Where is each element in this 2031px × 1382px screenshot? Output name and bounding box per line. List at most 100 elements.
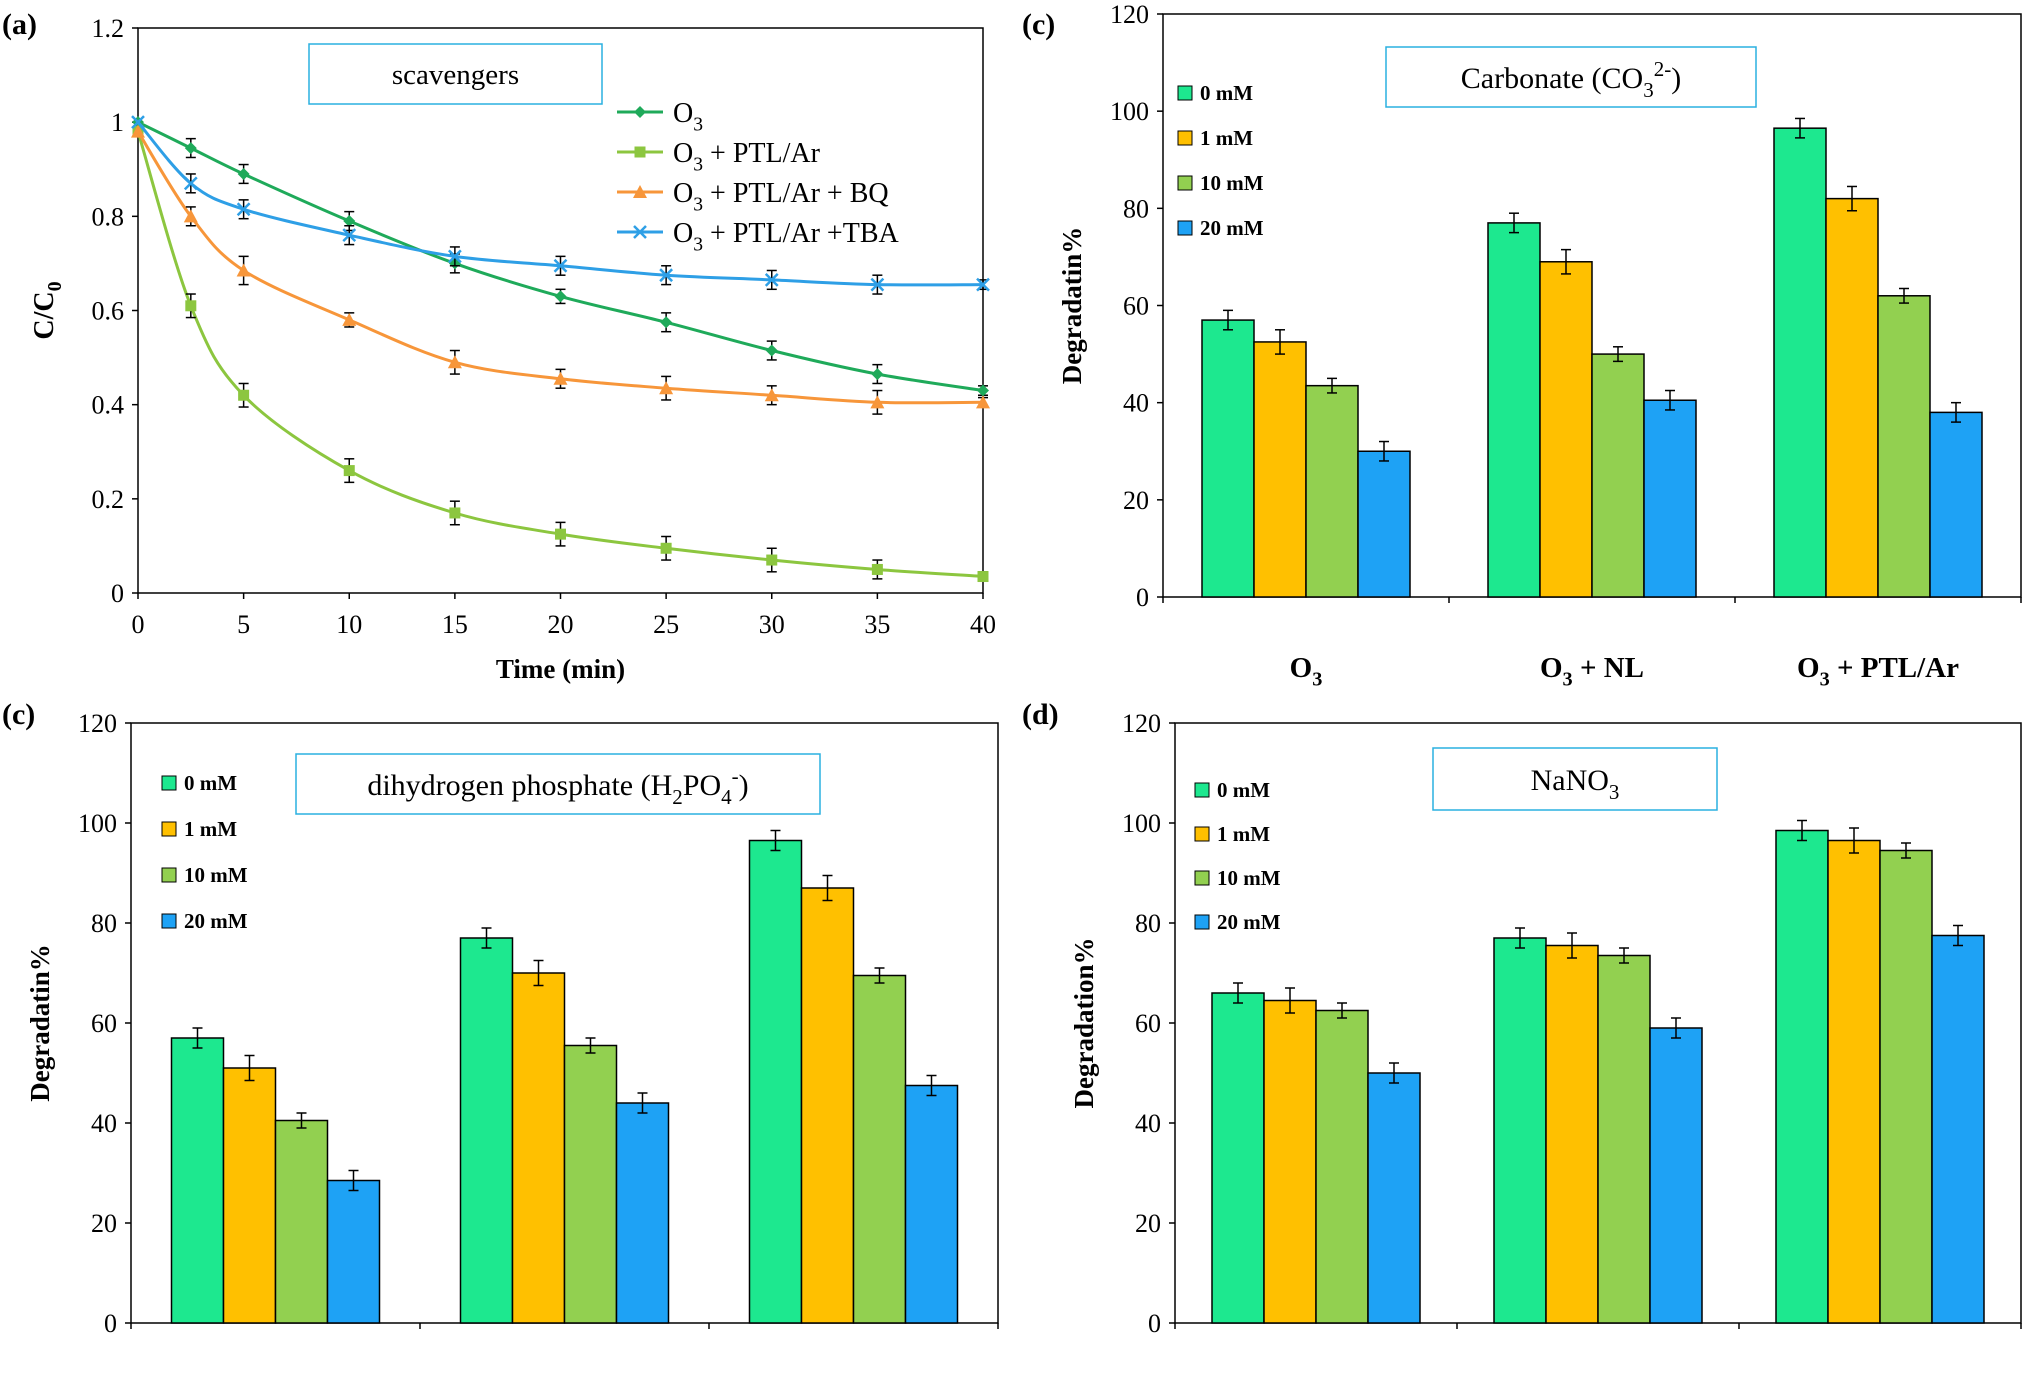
legend-label: O3 + PTL/Ar +TBA — [673, 218, 899, 255]
data-point — [343, 465, 355, 477]
x-tick-label: 10 — [336, 610, 362, 639]
legend-label: 1 mM — [1200, 126, 1253, 150]
y-tick-label: 20 — [1135, 1209, 1161, 1238]
data-point — [447, 355, 462, 369]
legend-label-part: + PTL/Ar — [703, 138, 821, 169]
category-label-part: + PTL/Ar — [805, 1378, 934, 1382]
bar — [1929, 411, 1983, 598]
y-axis-label-sub: 0 — [44, 281, 66, 291]
panel-label: (c) — [1022, 8, 1055, 41]
bar — [1367, 1072, 1421, 1324]
y-tick-label: 0.4 — [92, 391, 125, 420]
y-axis-label-main: C/C — [29, 291, 60, 339]
legend-swatch — [1194, 914, 1210, 930]
data-point — [237, 167, 250, 180]
bar — [1827, 839, 1881, 1324]
data-point — [764, 388, 779, 402]
legend-label-part: 3 — [693, 114, 703, 135]
data-point — [764, 273, 779, 287]
bar — [1879, 849, 1933, 1324]
legend-swatch — [1194, 870, 1210, 886]
y-tick-label: 100 — [1122, 809, 1161, 838]
legend-label-part: 3 — [693, 194, 703, 215]
category-label: O3 + PTL/Ar — [773, 1378, 935, 1382]
legend-label-part: + PTL/Ar +TBA — [703, 218, 899, 249]
category-label-part: + NL — [1573, 652, 1644, 684]
bar — [1211, 992, 1265, 1324]
y-tick-label: 0.2 — [92, 485, 125, 514]
bar — [852, 974, 907, 1324]
data-point — [447, 249, 462, 264]
category-label: O3 + NL — [1540, 652, 1644, 691]
chart-title-part: 4 — [721, 785, 732, 809]
bar — [615, 1102, 670, 1324]
bar — [1931, 934, 1985, 1324]
bar — [1877, 295, 1931, 598]
category-label: O3 — [1300, 1378, 1333, 1382]
data-point — [131, 115, 145, 130]
legend-swatch — [161, 913, 177, 929]
legend-label: O3 — [673, 98, 703, 135]
legend-label: 10 mM — [1200, 171, 1264, 195]
y-axis-label: C/C0 — [29, 281, 66, 339]
x-tick-label: 40 — [970, 610, 996, 639]
data-point — [976, 395, 990, 409]
y-tick-label: 80 — [1123, 194, 1149, 223]
legend-label-part: + PTL/Ar + BQ — [703, 178, 889, 209]
title-box — [1432, 747, 1718, 811]
legend-label-part: 3 — [693, 234, 703, 255]
panel-label: (c) — [2, 698, 35, 731]
data-point — [659, 381, 674, 395]
y-tick-label: 100 — [1110, 97, 1149, 126]
data-point — [238, 389, 250, 401]
data-point — [342, 312, 357, 326]
bar — [1493, 937, 1547, 1324]
category-label: O3 + NL — [1546, 1378, 1650, 1382]
data-point — [870, 395, 885, 409]
y-tick-label: 120 — [1110, 0, 1149, 29]
chart-title-part: ) — [1671, 62, 1681, 95]
bar — [326, 1179, 381, 1324]
legend-label-part: O — [673, 138, 693, 169]
y-tick-label: 60 — [1135, 1009, 1161, 1038]
y-tick-label: 60 — [1123, 292, 1149, 321]
category-label-part: + PTL/Ar — [1832, 1378, 1961, 1382]
series-line — [136, 121, 984, 287]
legend-label-part: O — [673, 218, 693, 249]
bar — [800, 887, 855, 1324]
legend-label: 0 mM — [1217, 778, 1270, 802]
y-tick-label: 120 — [1122, 709, 1161, 738]
x-tick-label: 20 — [548, 610, 574, 639]
y-tick-label: 1 — [111, 108, 124, 137]
category-label: O3 + NL — [512, 1378, 616, 1382]
legend-swatch — [1177, 85, 1193, 101]
chart-title-part: 2 — [672, 785, 683, 809]
legend-label: 10 mM — [184, 863, 248, 887]
y-tick-label: 0 — [111, 579, 124, 608]
y-tick-label: 0.6 — [92, 297, 125, 326]
category-label: O3 — [259, 1378, 292, 1382]
y-tick-label: 80 — [1135, 909, 1161, 938]
legend-label: O3 + PTL/Ar — [673, 138, 821, 175]
bar — [222, 1067, 277, 1324]
y-tick-label: 0 — [1136, 583, 1149, 612]
data-point — [871, 368, 884, 381]
legend-swatch — [161, 775, 177, 791]
legend-swatch — [161, 821, 177, 837]
bar — [274, 1119, 329, 1324]
y-tick-label: 40 — [1123, 389, 1149, 418]
bar — [1305, 384, 1359, 598]
x-tick-label: 35 — [864, 610, 890, 639]
data-point — [977, 384, 989, 397]
legend-label: 20 mM — [1217, 910, 1281, 934]
category-label-part: O — [1546, 1378, 1569, 1382]
data-point — [553, 258, 568, 273]
title-box — [295, 753, 821, 815]
chart-title-part: ) — [739, 769, 749, 802]
y-tick-label: 40 — [91, 1109, 117, 1138]
category-label-part: O — [1799, 1378, 1822, 1382]
category-label-part: O — [773, 1378, 796, 1382]
bar — [1597, 954, 1651, 1324]
bar — [1315, 1009, 1369, 1324]
